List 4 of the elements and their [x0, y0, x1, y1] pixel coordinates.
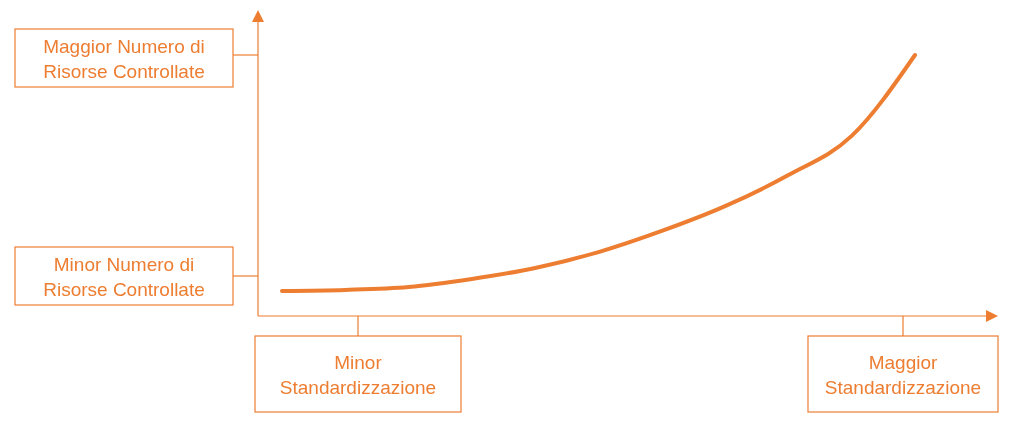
text: Maggior Numero di Risorse Controllate [43, 35, 205, 82]
text: Minor Standardizzazione [279, 351, 437, 398]
text: Maggior Standardizzazione [824, 351, 982, 398]
text: Minor Numero di Risorse Controllate [43, 253, 205, 300]
